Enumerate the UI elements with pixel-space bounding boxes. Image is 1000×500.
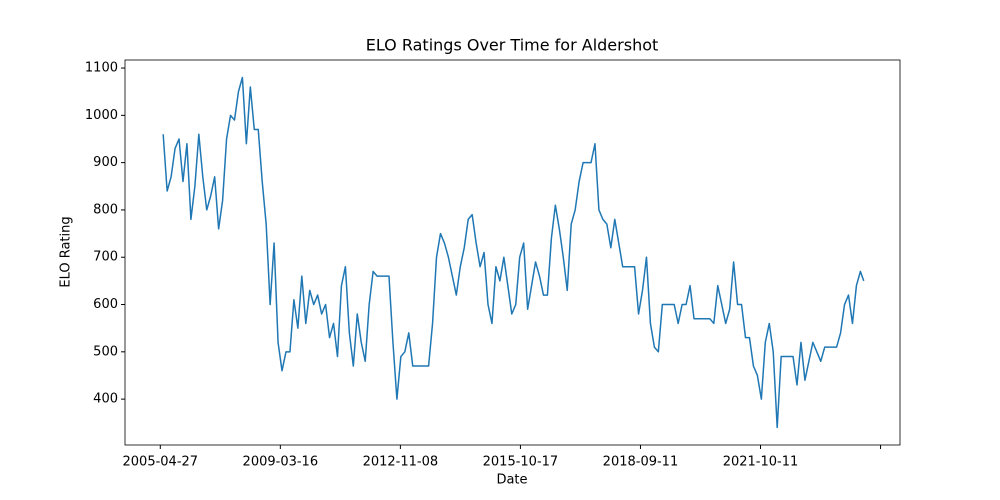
y-axis-label: ELO Rating bbox=[59, 216, 74, 287]
y-tick-label: 900 bbox=[93, 155, 118, 170]
x-tick-label: 2018-09-11 bbox=[603, 455, 679, 470]
x-tick-label: 2005-04-27 bbox=[123, 455, 199, 470]
x-tick-label: 2021-10-11 bbox=[723, 455, 799, 470]
chart-title: ELO Ratings Over Time for Aldershot bbox=[366, 36, 659, 55]
x-tick-label: 2015-10-17 bbox=[483, 455, 559, 470]
y-tick-label: 700 bbox=[93, 250, 118, 265]
y-tick-label: 800 bbox=[93, 202, 118, 217]
y-tick-label: 600 bbox=[93, 297, 118, 312]
y-tick-label: 500 bbox=[93, 344, 118, 359]
x-tick-label: 2012-11-08 bbox=[363, 455, 439, 470]
x-axis-label: Date bbox=[496, 473, 527, 488]
plot-frame bbox=[124, 59, 901, 446]
line bbox=[162, 76, 865, 429]
y-tick-label: 400 bbox=[93, 392, 118, 407]
y-tick-label: 1000 bbox=[85, 108, 118, 123]
y-tick-label: 1100 bbox=[85, 61, 118, 76]
x-tick-label: 2009-03-16 bbox=[243, 455, 319, 470]
